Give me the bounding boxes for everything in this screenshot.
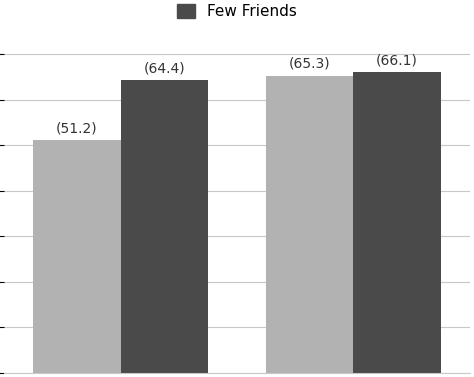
Text: (65.3): (65.3) [289,57,330,71]
Legend: Few Friends: Few Friends [171,0,303,25]
Bar [266,75,354,373]
Text: (51.2): (51.2) [56,121,98,135]
Bar [33,140,120,373]
Bar [354,72,441,373]
Bar [120,80,208,373]
Text: (64.4): (64.4) [144,61,185,75]
Text: (66.1): (66.1) [376,53,418,67]
